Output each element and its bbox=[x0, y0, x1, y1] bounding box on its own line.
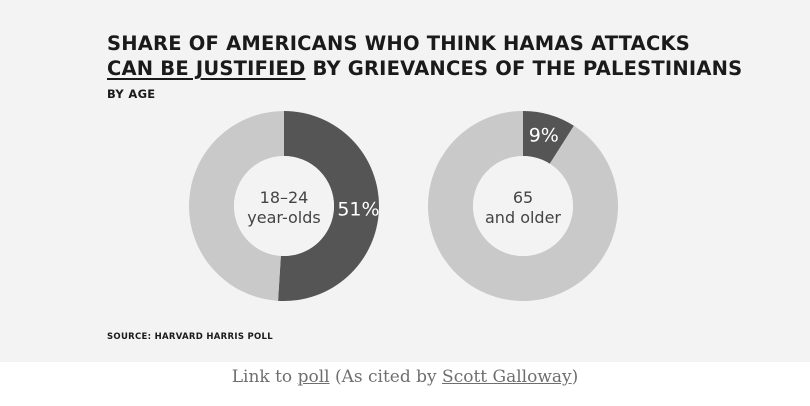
chart-subtitle: BY AGE bbox=[107, 87, 156, 101]
donut-1-group-label-line-1: 18–24 bbox=[260, 188, 309, 207]
donut-1-group-label-line-2: year-olds bbox=[247, 208, 320, 227]
chart-source: SOURCE: HARVARD HARRIS POLL bbox=[107, 332, 273, 342]
caption: Link to poll (As cited by Scott Galloway… bbox=[0, 367, 810, 387]
donut-1-hole bbox=[234, 156, 334, 256]
donut-1-slice-1 bbox=[278, 111, 380, 301]
caption-middle: (As cited by bbox=[329, 367, 443, 387]
donut-1-slice-2 bbox=[189, 111, 284, 301]
donut-2-group-label-line-1: 65 bbox=[513, 188, 533, 207]
chart-title-rest: BY GRIEVANCES OF THE PALESTINIANS bbox=[305, 57, 743, 80]
donut-2-hole bbox=[473, 156, 573, 256]
donut-2-value-label: 9% bbox=[529, 124, 559, 146]
donut-1-value-label: 51% bbox=[337, 198, 379, 220]
caption-prefix: Link to bbox=[231, 367, 298, 387]
chart-title-emphasis: CAN BE JUSTIFIED bbox=[107, 57, 306, 80]
scott-galloway-link[interactable]: Scott Galloway bbox=[442, 367, 572, 387]
chart-title-line-1: SHARE OF AMERICANS WHO THINK HAMAS ATTAC… bbox=[107, 32, 691, 55]
donut-2-slice-1 bbox=[523, 111, 574, 164]
chart-title-line-2: CAN BE JUSTIFIED BY GRIEVANCES OF THE PA… bbox=[107, 59, 742, 79]
caption-suffix: ) bbox=[571, 367, 579, 387]
chart-figure: SHARE OF AMERICANS WHO THINK HAMAS ATTAC… bbox=[0, 0, 810, 362]
donut-2-slice-2 bbox=[428, 111, 619, 302]
donut-2-group-label-line-2: and older bbox=[485, 208, 561, 227]
poll-link[interactable]: poll bbox=[297, 367, 330, 387]
